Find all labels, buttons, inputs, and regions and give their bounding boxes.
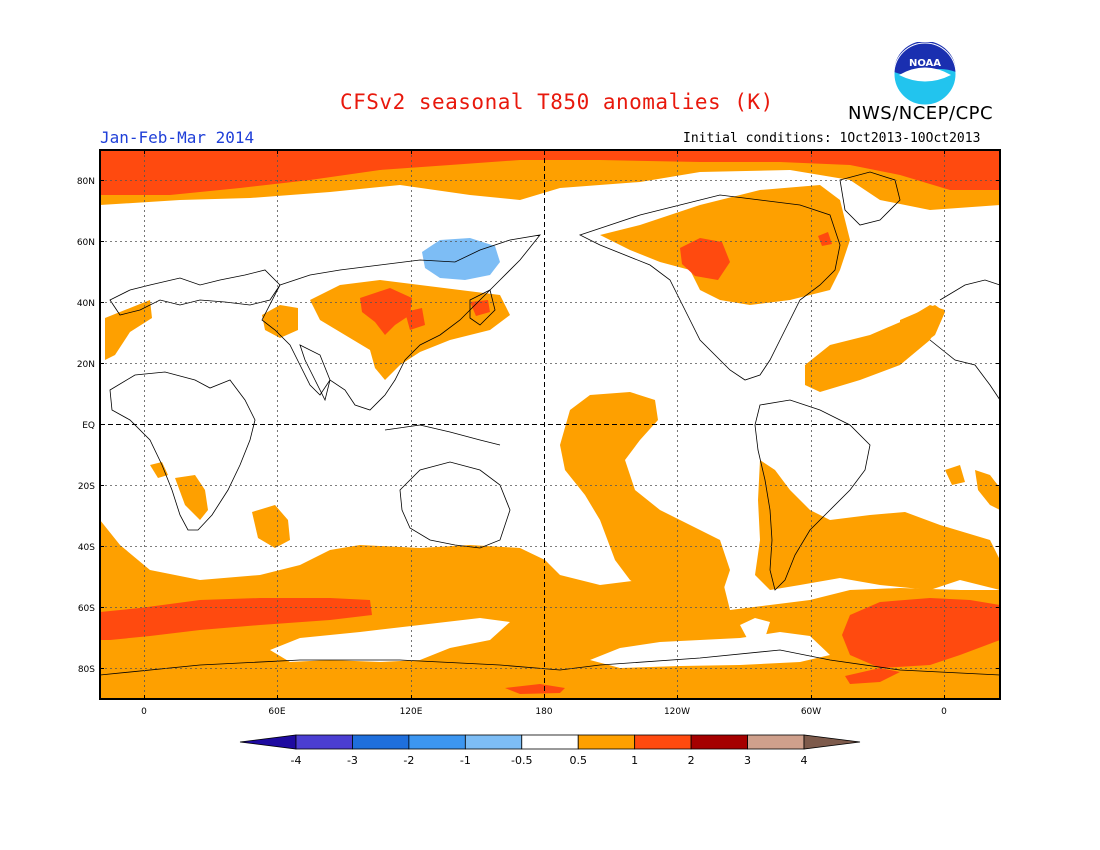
- map-field: [100, 150, 1000, 699]
- lat-label: 40S: [78, 543, 95, 553]
- lat-label: 20S: [78, 482, 95, 492]
- southern-strong-east: [842, 598, 1000, 668]
- colorbar-swatch: [295, 734, 353, 750]
- antarctic-strong-spot: [505, 684, 565, 694]
- lon-label: 0: [141, 707, 147, 717]
- colorbar-tick-label: 0.5: [569, 754, 587, 767]
- lat-label: EQ: [82, 421, 95, 431]
- lon-tick-labels: 0 60E 120E 180 120W 60W 0: [141, 707, 947, 717]
- colorbar-swatch: [577, 734, 636, 750]
- lat-label: 20N: [77, 360, 95, 370]
- mideast-warm: [262, 305, 298, 338]
- south-america-warm: [755, 460, 1000, 590]
- forecast-period: Jan-Feb-Mar 2014: [100, 128, 255, 147]
- iberia-warm: [105, 300, 152, 360]
- antarctic-neutral-2: [590, 632, 830, 668]
- agency-label: NWS/NCEP/CPC: [848, 103, 994, 124]
- colorbar-tick-label: -0.5: [511, 754, 532, 767]
- colorbar-swatch: [634, 734, 692, 750]
- southwest-atlantic-warm: [150, 462, 168, 478]
- lon-label: 120E: [400, 707, 423, 717]
- colorbar-tick-label: 2: [688, 754, 695, 767]
- colorbar-swatch: [464, 734, 523, 750]
- lat-label: 60N: [77, 238, 95, 248]
- atlantic-east-warm: [900, 305, 945, 350]
- japan-strong: [470, 300, 490, 316]
- lon-label: 120W: [664, 707, 690, 717]
- equator-and-dateline: [100, 150, 1000, 699]
- antarctic-strong-spot-2: [845, 668, 900, 684]
- lat-tick-labels: 80N 60N 40N 20N EQ 20S 40S 60S 80S: [77, 177, 95, 675]
- colorbar-tick-label: -2: [403, 754, 414, 767]
- colorbar-swatch: [521, 734, 579, 750]
- lat-label: 60S: [78, 604, 95, 614]
- colorbar-min-arrow: [239, 734, 297, 750]
- lat-label: 80N: [77, 177, 95, 187]
- colorbar-tick-label: 1: [631, 754, 638, 767]
- korea-strong: [405, 308, 425, 330]
- brazil-warm-spot: [945, 465, 965, 485]
- colorbar-swatch: [352, 734, 410, 750]
- lon-label: 0: [941, 707, 947, 717]
- east-atlantic-warm: [975, 470, 1000, 510]
- lat-label: 40N: [77, 299, 95, 309]
- lon-label: 180: [535, 707, 552, 717]
- logo-text: NOAA: [909, 58, 941, 69]
- colorbar-swatch: [408, 734, 466, 750]
- indian-ocean-warm: [252, 505, 290, 548]
- tibet-strong: [360, 288, 412, 335]
- coastlines: [100, 171, 1000, 676]
- colorbar-tick-label: -1: [460, 754, 471, 767]
- colorbar-tick-label: 3: [744, 754, 751, 767]
- colorbar-tick-label: -4: [291, 754, 302, 767]
- southern-strong-west: [100, 598, 372, 640]
- initial-conditions: Initial conditions: 1Oct2013-10Oct2013: [683, 131, 981, 146]
- canada-strong: [680, 238, 730, 280]
- lon-label: 60W: [801, 707, 821, 717]
- antarctic-neutral-3: [740, 618, 770, 640]
- north-america-warm: [600, 185, 850, 305]
- lat-label: 80S: [78, 665, 95, 675]
- colorbar-swatch: [690, 734, 748, 750]
- colorbar-tick-label: -3: [347, 754, 358, 767]
- lon-ticks: [144, 150, 945, 699]
- noaa-logo: NOAA: [893, 42, 957, 106]
- arctic-strong-region: [100, 150, 1000, 195]
- pacific-warm: [560, 392, 730, 610]
- lon-label: 60E: [268, 707, 285, 717]
- colorbar: -4 -3 -2 -1 -0.5 0.5 1 2 3 4: [239, 734, 861, 767]
- colorbar-max-arrow: [803, 734, 861, 750]
- labrador-strong: [818, 232, 832, 246]
- lat-ticks: [100, 180, 1000, 669]
- colorbar-tick-label: 4: [801, 754, 808, 767]
- antarctic-neutral-1: [270, 618, 510, 662]
- graticule: [100, 150, 1000, 699]
- colorbar-swatch: [747, 734, 805, 750]
- south-africa-warm: [175, 475, 208, 520]
- chart-title: CFSv2 seasonal T850 anomalies (K): [340, 90, 774, 114]
